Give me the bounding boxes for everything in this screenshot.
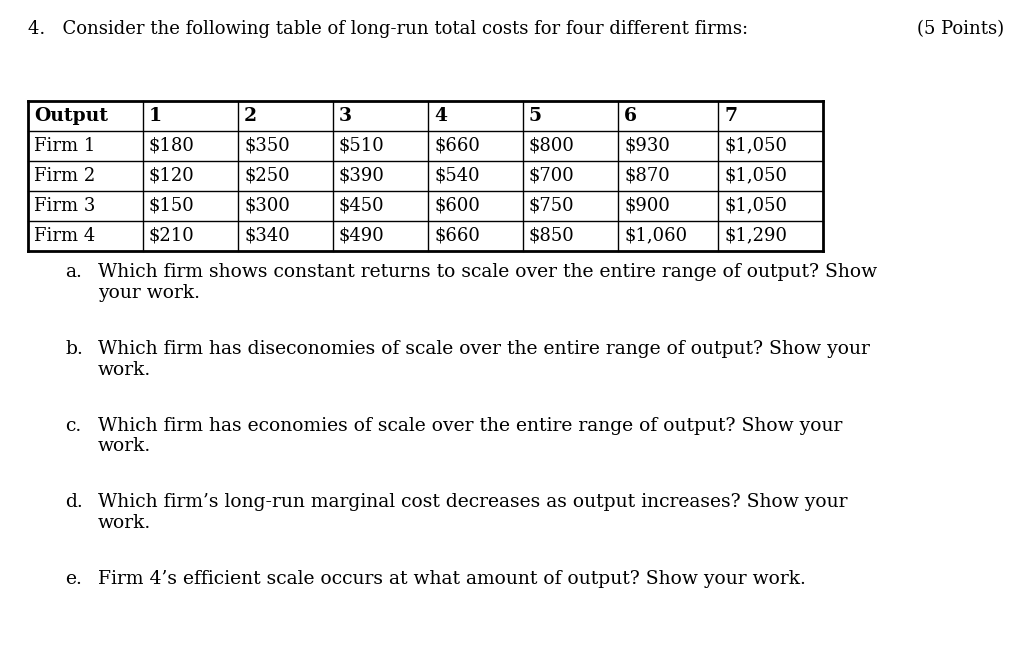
Text: $450: $450 [339, 197, 385, 214]
Text: Output: Output [34, 107, 108, 125]
Text: Which firm has economies of scale over the entire range of output? Show your
wor: Which firm has economies of scale over t… [98, 417, 843, 456]
Text: $540: $540 [434, 167, 479, 185]
Text: $490: $490 [339, 227, 385, 245]
Text: $930: $930 [624, 136, 670, 155]
Text: $1,290: $1,290 [724, 227, 787, 245]
Text: $1,050: $1,050 [724, 136, 787, 155]
Text: $340: $340 [244, 227, 290, 245]
Text: Which firm shows constant returns to scale over the entire range of output? Show: Which firm shows constant returns to sca… [98, 263, 878, 302]
Text: d.: d. [65, 493, 83, 512]
Text: Which firm has diseconomies of scale over the entire range of output? Show your
: Which firm has diseconomies of scale ove… [98, 340, 869, 379]
Text: $390: $390 [339, 167, 385, 185]
Text: Firm 3: Firm 3 [34, 197, 95, 214]
Text: $700: $700 [529, 167, 574, 185]
Text: Firm 2: Firm 2 [34, 167, 95, 185]
Text: Firm 4’s efficient scale occurs at what amount of output? Show your work.: Firm 4’s efficient scale occurs at what … [98, 570, 806, 588]
Text: 1: 1 [150, 107, 162, 125]
Text: c.: c. [65, 417, 81, 435]
Text: $150: $150 [150, 197, 195, 214]
Text: $1,050: $1,050 [724, 197, 787, 214]
Text: a.: a. [65, 263, 82, 281]
Text: Which firm’s long-run marginal cost decreases as output increases? Show your
wor: Which firm’s long-run marginal cost decr… [98, 493, 848, 532]
Text: $870: $870 [624, 167, 670, 185]
Text: $120: $120 [150, 167, 195, 185]
Text: $510: $510 [339, 136, 385, 155]
Text: $210: $210 [150, 227, 195, 245]
Text: 5: 5 [529, 107, 542, 125]
Text: 3: 3 [339, 107, 352, 125]
Text: Firm 1: Firm 1 [34, 136, 95, 155]
Text: (5 Points): (5 Points) [916, 20, 1004, 38]
Text: 2: 2 [244, 107, 257, 125]
Text: 4.   Consider the following table of long-run total costs for four different fir: 4. Consider the following table of long-… [28, 20, 749, 38]
Text: $850: $850 [529, 227, 574, 245]
Text: $900: $900 [624, 197, 670, 214]
Text: $660: $660 [434, 227, 480, 245]
Text: $750: $750 [529, 197, 574, 214]
Text: $300: $300 [244, 197, 290, 214]
Text: $1,050: $1,050 [724, 167, 787, 185]
Text: $800: $800 [529, 136, 574, 155]
Text: $180: $180 [150, 136, 195, 155]
Text: $600: $600 [434, 197, 480, 214]
Text: $1,060: $1,060 [624, 227, 687, 245]
Text: 7: 7 [724, 107, 737, 125]
Text: e.: e. [65, 570, 82, 588]
Text: $250: $250 [244, 167, 290, 185]
Text: 6: 6 [624, 107, 637, 125]
Text: b.: b. [65, 340, 83, 358]
Text: Firm 4: Firm 4 [34, 227, 95, 245]
Text: 4: 4 [434, 107, 447, 125]
Text: $350: $350 [244, 136, 290, 155]
Text: $660: $660 [434, 136, 480, 155]
